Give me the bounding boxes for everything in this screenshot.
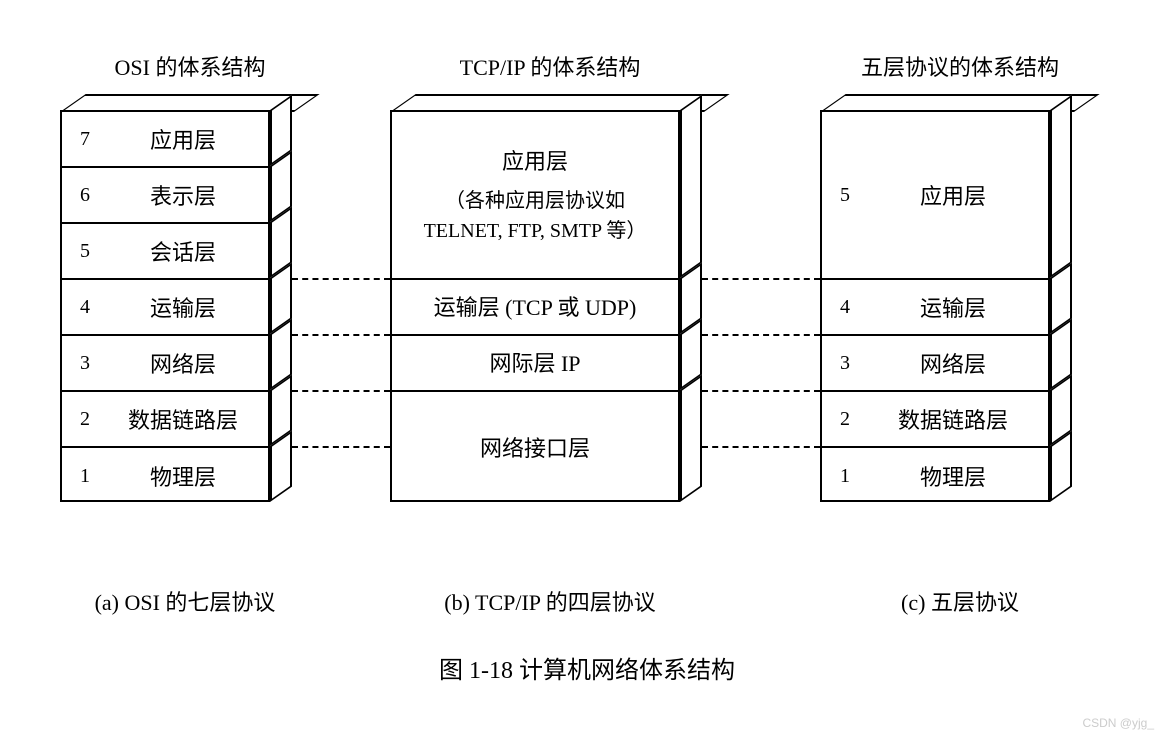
osi-row-7: 7 应用层	[62, 112, 268, 168]
osi-row-5: 5 会话层	[62, 224, 268, 280]
osi-num-2: 2	[62, 408, 108, 431]
tcpip-sub-app: （各种应用层协议如TELNET, FTP, SMTP 等）	[392, 186, 678, 246]
five-num-2: 2	[822, 408, 868, 431]
osi-label-1: 物理层	[108, 460, 268, 492]
watermark: CSDN @yjg_	[1082, 716, 1154, 730]
five-side-5	[1050, 95, 1072, 278]
osi-label-6: 表示层	[108, 179, 268, 211]
five-num-5: 5	[822, 184, 868, 207]
tcpip-side-4	[680, 375, 702, 502]
osi-sub-label: (a) OSI 的七层协议	[60, 585, 310, 617]
tcpip-label-link: 网络接口层	[392, 432, 678, 465]
figure-caption: 图 1-18 计算机网络体系结构	[0, 650, 1174, 685]
tcpip-label-transport: 运输层 (TCP 或 UDP)	[392, 291, 678, 324]
tcpip-label-app: 应用层	[392, 145, 678, 178]
osi-title: OSI 的体系结构	[80, 50, 300, 82]
dash-tcp-five-2	[702, 334, 820, 336]
osi-num-5: 5	[62, 240, 108, 263]
dash-osi-tcp-4	[292, 446, 390, 448]
tcpip-title: TCP/IP 的体系结构	[410, 50, 690, 82]
five-row-1: 1 物理层	[822, 448, 1048, 504]
osi-label-3: 网络层	[108, 347, 268, 379]
osi-front: 7 应用层 6 表示层 5 会话层 4 运输层 3 网络层 2 数据链路层	[60, 110, 270, 502]
five-label-4: 运输层	[868, 291, 1048, 323]
diagram-container: OSI 的体系结构 TCP/IP 的体系结构 五层协议的体系结构 7 应用层 6…	[0, 0, 1174, 750]
dash-tcp-five-4	[702, 446, 820, 448]
osi-row-3: 3 网络层	[62, 336, 268, 392]
five-label-1: 物理层	[868, 460, 1048, 492]
osi-num-1: 1	[62, 465, 108, 488]
five-label-5: 应用层	[868, 179, 1048, 211]
five-label-3: 网络层	[868, 347, 1048, 379]
tcpip-label-internet: 网际层 IP	[392, 347, 678, 380]
dash-osi-tcp-3	[292, 390, 390, 392]
osi-row-6: 6 表示层	[62, 168, 268, 224]
osi-num-6: 6	[62, 184, 108, 207]
osi-label-7: 应用层	[108, 123, 268, 155]
dash-osi-tcp-1	[292, 278, 390, 280]
osi-num-3: 3	[62, 352, 108, 375]
osi-num-4: 4	[62, 296, 108, 319]
tcpip-sub-label: (b) TCP/IP 的四层协议	[400, 585, 700, 617]
osi-row-4: 4 运输层	[62, 280, 268, 336]
tcpip-row-app: 应用层 （各种应用层协议如TELNET, FTP, SMTP 等）	[392, 112, 678, 280]
five-sub-label: (c) 五层协议	[850, 585, 1070, 617]
dash-tcp-five-3	[702, 390, 820, 392]
five-row-2: 2 数据链路层	[822, 392, 1048, 448]
five-num-3: 3	[822, 352, 868, 375]
osi-label-4: 运输层	[108, 291, 268, 323]
five-num-1: 1	[822, 465, 868, 488]
tcpip-row-internet: 网际层 IP	[392, 336, 678, 392]
five-num-4: 4	[822, 296, 868, 319]
osi-label-5: 会话层	[108, 235, 268, 267]
five-front: 5 应用层 4 运输层 3 网络层 2 数据链路层 1 物理层	[820, 110, 1050, 502]
dash-tcp-five-1	[702, 278, 820, 280]
tcpip-row-link: 网络接口层	[392, 392, 678, 504]
osi-label-2: 数据链路层	[108, 403, 268, 435]
dash-osi-tcp-2	[292, 334, 390, 336]
osi-row-1: 1 物理层	[62, 448, 268, 504]
tcpip-front: 应用层 （各种应用层协议如TELNET, FTP, SMTP 等） 运输层 (T…	[390, 110, 680, 502]
tcpip-side-1	[680, 95, 702, 278]
tcpip-row-transport: 运输层 (TCP 或 UDP)	[392, 280, 678, 336]
five-label-2: 数据链路层	[868, 403, 1048, 435]
five-row-5: 5 应用层	[822, 112, 1048, 280]
five-row-3: 3 网络层	[822, 336, 1048, 392]
osi-row-2: 2 数据链路层	[62, 392, 268, 448]
five-title: 五层协议的体系结构	[830, 50, 1090, 82]
five-row-4: 4 运输层	[822, 280, 1048, 336]
osi-num-7: 7	[62, 128, 108, 151]
